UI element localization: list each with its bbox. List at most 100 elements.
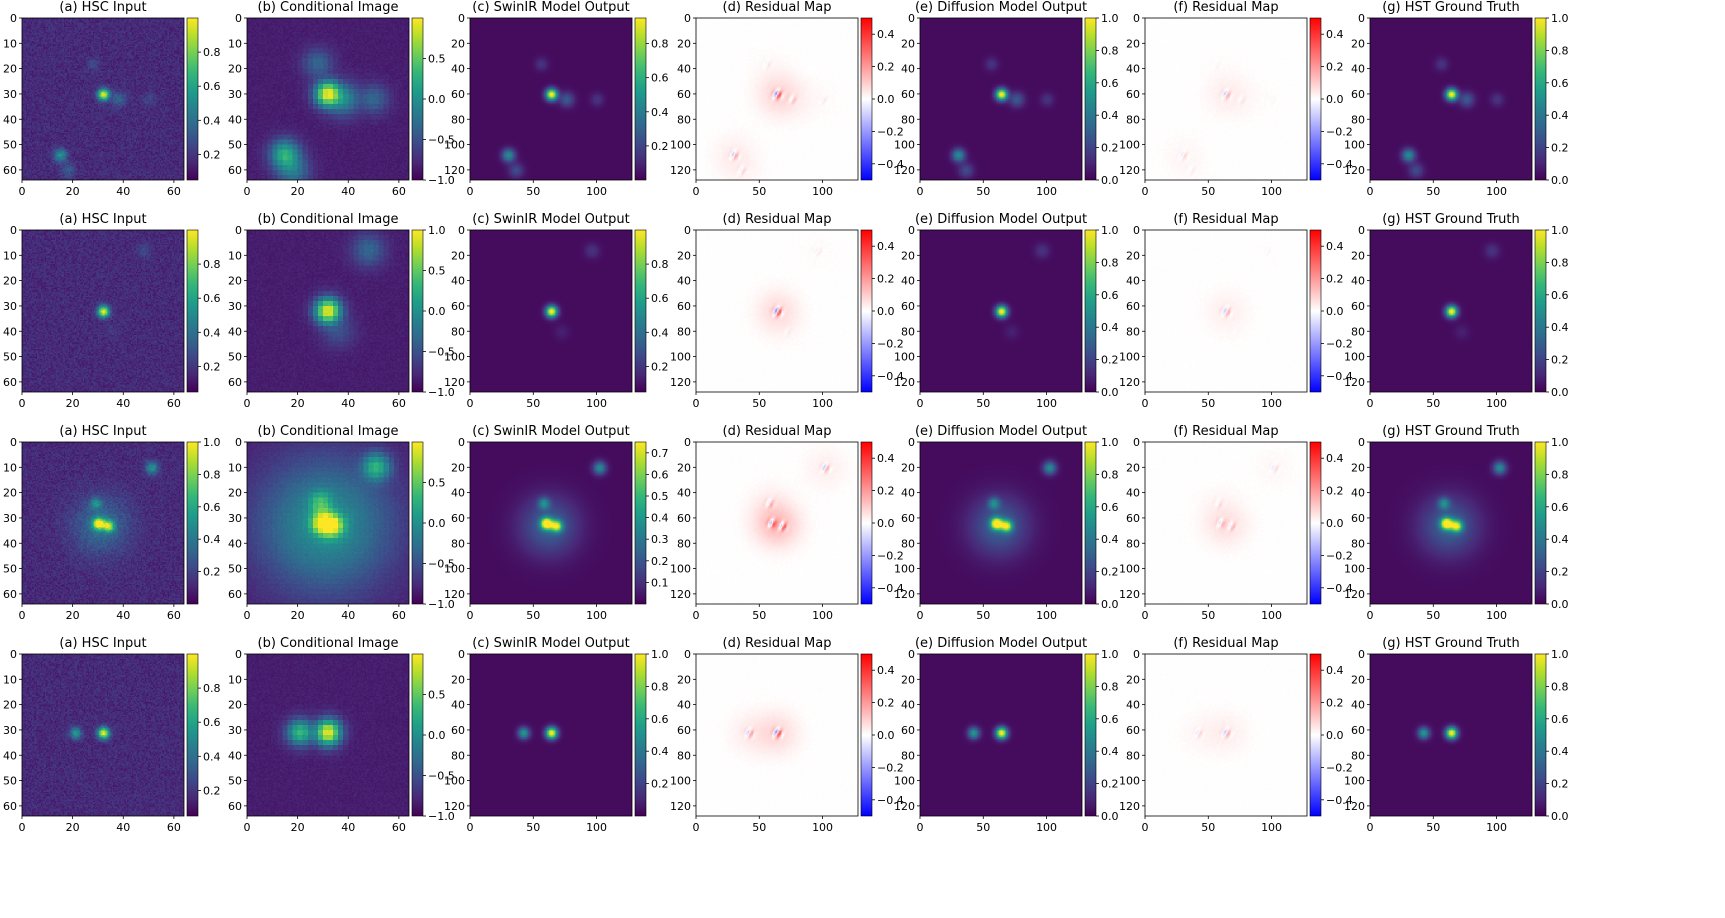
colorbar-tick-label: −0.4 (877, 582, 904, 595)
colorbar-tick-label: −0.4 (1326, 582, 1353, 595)
panel-frame (919, 17, 1083, 181)
x-tick-label: 100 (1036, 185, 1057, 198)
colorbar-tick-label: 0.4 (877, 664, 895, 677)
x-tick-label: 100 (1486, 185, 1507, 198)
colorbar-tick-label: 0.2 (203, 566, 221, 579)
panel-title: (a) HSC Input (59, 0, 146, 15)
y-tick-label: 40 (677, 275, 691, 288)
y-tick-label: 60 (1351, 88, 1365, 101)
colorbar-tick-label: 0.6 (203, 80, 221, 93)
y-tick-label: 100 (444, 563, 465, 576)
y-tick-label: 30 (3, 88, 17, 101)
y-tick-label: 100 (444, 139, 465, 152)
panel-frame (695, 229, 859, 393)
colorbar-tick-label: 0.8 (1551, 468, 1569, 481)
panel-title: (e) Diffusion Model Output (915, 424, 1087, 439)
y-tick-label: 120 (1119, 800, 1140, 813)
y-tick-label: 60 (1126, 512, 1140, 525)
y-tick-label: 0 (1133, 12, 1140, 25)
x-tick-label: 100 (812, 397, 833, 410)
y-tick-label: 20 (1351, 37, 1365, 50)
panel-image (470, 230, 632, 392)
colorbar-tick-label: 0.8 (1101, 468, 1119, 481)
colorbar-tick-label: 0.2 (1551, 142, 1569, 155)
y-tick-label: 120 (1344, 164, 1365, 177)
y-tick-label: 100 (894, 563, 915, 576)
panel-frame (919, 441, 1083, 605)
colorbar-tick-label: 0.8 (203, 46, 221, 59)
colorbar-tick-label: 0.4 (1551, 533, 1569, 546)
x-tick-label: 50 (752, 185, 766, 198)
colorbar-tick-label: 0.8 (1551, 680, 1569, 693)
x-tick-label: 100 (586, 185, 607, 198)
x-tick-label: 0 (917, 821, 924, 834)
y-tick-label: 0 (235, 436, 242, 449)
panel-title: (a) HSC Input (59, 636, 146, 651)
colorbar-tick-label: 0.4 (651, 745, 669, 758)
y-tick-label: 60 (451, 300, 465, 313)
y-tick-label: 80 (677, 113, 691, 126)
x-tick-label: 100 (586, 397, 607, 410)
colorbar-tick-label: 0.5 (428, 265, 446, 278)
y-tick-label: 0 (684, 436, 691, 449)
colorbar-tick-label: 0.6 (651, 468, 669, 481)
colorbar-tick-label: 0.6 (1101, 501, 1119, 514)
y-tick-label: 80 (1351, 325, 1365, 338)
x-tick-label: 50 (1426, 397, 1440, 410)
y-tick-label: 0 (684, 224, 691, 237)
colorbar-tick-label: 0.2 (1326, 61, 1344, 74)
colorbar (1534, 653, 1547, 817)
panel-frame (469, 229, 633, 393)
colorbar (1084, 229, 1097, 393)
panel-frame (246, 441, 410, 605)
y-tick-label: 0 (10, 648, 17, 661)
colorbar-tick-label: −0.2 (877, 761, 904, 774)
colorbar-tick-label: −0.5 (428, 558, 455, 571)
y-tick-label: 100 (670, 775, 691, 788)
y-tick-label: 40 (228, 113, 242, 126)
colorbar (860, 441, 873, 605)
panel-e: (e) Diffusion Model Output02040608010012… (894, 424, 1119, 622)
y-tick-label: 0 (10, 224, 17, 237)
y-tick-label: 20 (1351, 673, 1365, 686)
panel-frame (246, 17, 410, 181)
panel-e: (e) Diffusion Model Output02040608010012… (894, 636, 1119, 834)
colorbar (860, 17, 873, 181)
colorbar-tick-label: 0.4 (1101, 745, 1119, 758)
y-tick-label: 60 (451, 512, 465, 525)
y-tick-label: 10 (3, 37, 17, 50)
colorbar (1309, 17, 1322, 181)
colorbar-tick-label: −0.2 (1326, 125, 1353, 138)
colorbar-tick-label: 0.5 (428, 689, 446, 702)
panel-image (1370, 654, 1532, 816)
y-tick-label: 80 (901, 537, 915, 550)
x-tick-label: 100 (812, 609, 833, 622)
x-tick-label: 100 (1486, 821, 1507, 834)
x-tick-label: 0 (244, 397, 251, 410)
colorbar-tick-label: 0.0 (1326, 305, 1344, 318)
y-tick-label: 40 (1126, 487, 1140, 500)
y-tick-label: 120 (1344, 800, 1365, 813)
x-tick-label: 60 (392, 821, 406, 834)
x-tick-label: 100 (812, 185, 833, 198)
colorbar-tick-label: 0.0 (1326, 517, 1344, 530)
colorbar-tick-label: 0.2 (877, 273, 895, 286)
y-tick-label: 80 (451, 325, 465, 338)
x-tick-label: 40 (116, 397, 130, 410)
colorbar (1309, 653, 1322, 817)
x-tick-label: 20 (291, 397, 305, 410)
colorbar-tick-label: 1.0 (1551, 12, 1569, 25)
colorbar-tick-label: 0.2 (1101, 566, 1119, 579)
x-tick-label: 50 (1201, 397, 1215, 410)
x-tick-label: 0 (19, 609, 26, 622)
colorbar (411, 653, 424, 817)
y-tick-label: 60 (677, 724, 691, 737)
colorbar-tick-label: 0.6 (651, 72, 669, 85)
panel-e: (e) Diffusion Model Output02040608010012… (894, 0, 1119, 198)
